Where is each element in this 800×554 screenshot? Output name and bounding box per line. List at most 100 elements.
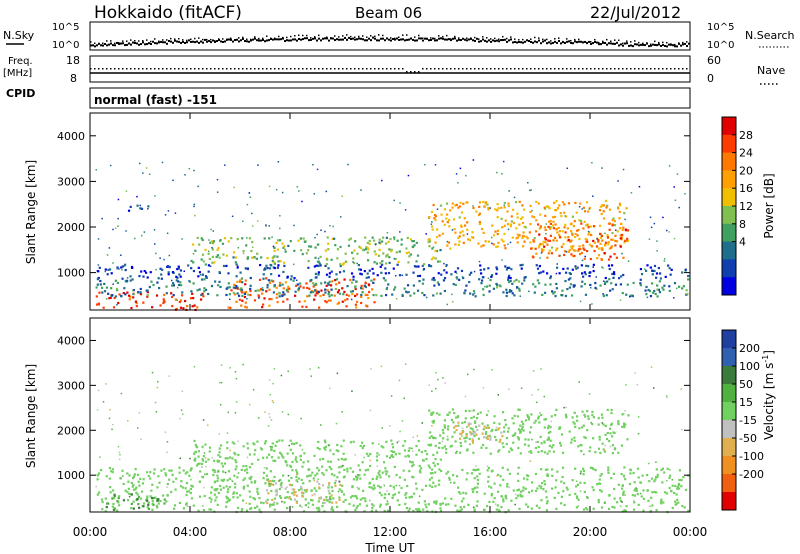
power-pixel (270, 279, 273, 282)
velocity-pixel (522, 489, 525, 492)
velocity-pixel (561, 451, 565, 454)
velocity-pixel (343, 458, 346, 461)
power-pixel (495, 268, 499, 271)
power-pixel (566, 267, 569, 270)
power-pixel (543, 206, 546, 209)
power-pixel (639, 278, 642, 281)
velocity-pixel (632, 508, 636, 511)
velocity-pixel (328, 501, 331, 504)
power-pixel (529, 210, 532, 214)
velocity-sparse-pixel (497, 394, 500, 396)
power-pixel (552, 239, 555, 242)
power-pixel (622, 273, 625, 277)
velocity-pixel (308, 480, 311, 483)
velocity-pixel (608, 427, 612, 430)
power-pixel (575, 211, 578, 214)
velocity-pixel (140, 490, 144, 493)
velocity-pixel (571, 416, 574, 419)
power-sparse-pixel (303, 240, 306, 242)
noise-search-point (262, 37, 264, 40)
velocity-pixel (270, 446, 273, 449)
velocity-pixel (338, 498, 341, 502)
power-sparse-pixel (591, 303, 593, 305)
velocity-pixel (378, 486, 382, 489)
velocity-pixel (185, 481, 189, 485)
velocity-pixel (518, 507, 521, 510)
power-pixel (500, 217, 503, 220)
velocity-pixel (650, 496, 653, 499)
power-pixel (391, 293, 394, 296)
nave-point (622, 68, 624, 70)
power-pixel (121, 277, 124, 280)
velocity-pixel (126, 472, 129, 475)
velocity-sparse-pixel (529, 460, 532, 462)
velocity-sparse-pixel (287, 370, 289, 373)
velocity-sparse-pixel (532, 370, 535, 372)
velocity-pixel (242, 465, 245, 468)
power-pixel (200, 258, 203, 261)
velocity-pixel (544, 418, 548, 421)
power-pixel (519, 264, 522, 267)
velocity-sparse-pixel (246, 456, 249, 459)
power-pixel (646, 264, 649, 267)
power-pixel (572, 255, 575, 258)
noise-sky-point (400, 38, 402, 41)
power-pixel (545, 205, 549, 208)
nave-point (94, 68, 96, 70)
power-sparse-pixel (473, 292, 476, 295)
nave-point (502, 68, 504, 70)
power-pixel (523, 240, 526, 243)
power-pixel (396, 263, 399, 266)
velocity-sparse-pixel (434, 387, 437, 390)
velocity-pixel (573, 422, 576, 425)
power-pixel (542, 240, 545, 243)
power-sparse-pixel (595, 276, 597, 278)
power-pixel (573, 235, 577, 239)
velocity-pixel (521, 425, 524, 429)
velocity-pixel (575, 415, 579, 418)
power-sparse-pixel (154, 195, 156, 197)
power-sparse-pixel (678, 206, 680, 209)
velocity-sparse-pixel (181, 413, 184, 416)
velocity-pixel (546, 452, 549, 455)
power-pixel (603, 281, 607, 284)
power-pixel (555, 266, 559, 269)
velocity-pixel (390, 454, 394, 457)
power-sparse-pixel (629, 295, 631, 298)
velocity-sparse-pixel (203, 486, 205, 489)
power-pixel (219, 285, 222, 289)
velocity-pixel (536, 487, 539, 490)
power-pixel (518, 223, 521, 226)
velocity-sparse-pixel (105, 383, 107, 385)
time-axis: 00:00 04:00 08:00 12:00 16:00 20:00 00:00 (73, 113, 707, 539)
power-pixel (160, 277, 163, 280)
velocity-pixel (97, 472, 101, 475)
power-pixel (630, 294, 634, 297)
power-pixel (685, 289, 688, 292)
power-pixel (99, 283, 102, 286)
velocity-pixel (370, 503, 374, 506)
velocity-pixel (458, 437, 462, 440)
velocity-sparse-pixel (528, 451, 530, 453)
power-sparse-pixel (656, 250, 658, 252)
power-pixel (380, 271, 383, 274)
velocity-sparse-pixel (416, 435, 419, 437)
velocity-pixel (202, 508, 206, 512)
velocity-pixel (424, 449, 427, 453)
noise-sky-point (616, 41, 618, 44)
velocity-pixel (501, 411, 505, 414)
velocity-pixel (504, 495, 507, 498)
velocity-sparse-pixel (637, 432, 640, 435)
velocity-sparse-pixel (396, 441, 399, 444)
velocity-pixel (297, 477, 300, 480)
power-pixel (203, 290, 206, 293)
noise-panel (89, 21, 691, 51)
noise-sky-point (312, 37, 314, 40)
power-pixel (167, 265, 170, 268)
nave-point (294, 68, 296, 70)
velocity-pixel (295, 460, 298, 463)
noise-sky-point (652, 43, 654, 46)
velocity-pixel (591, 413, 594, 417)
velocity-pixel (438, 446, 441, 449)
velocity-sparse-pixel (186, 505, 189, 508)
